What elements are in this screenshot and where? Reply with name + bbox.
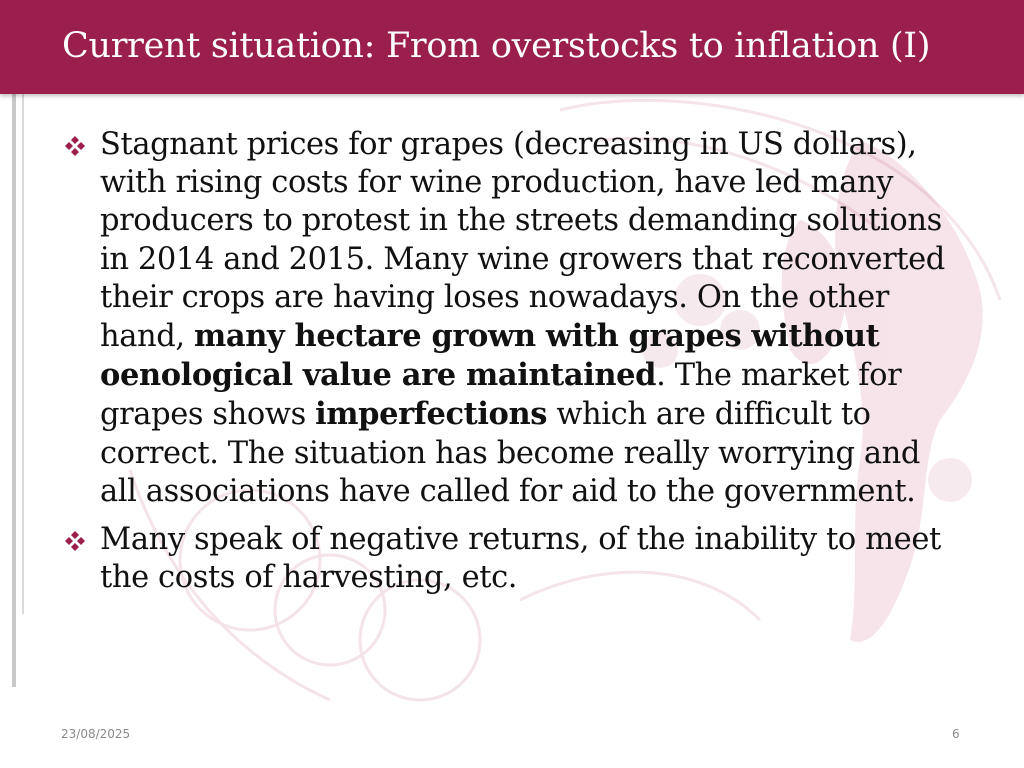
- bullet-text-segment: Stagnant prices for grapes (decreasing i…: [100, 127, 945, 355]
- bullet-text-segment: which are difficult to correct. The situ…: [100, 397, 921, 509]
- bullet-item: Many speak of negative returns, of the i…: [64, 521, 954, 597]
- left-decorative-line: [12, 42, 16, 687]
- bullet-text-bold-segment: many hectare grown with grapes without o…: [100, 318, 880, 394]
- footer-date: 23/08/2025: [61, 727, 131, 741]
- four-diamond-bullet-icon: [65, 531, 85, 552]
- bullet-text-segment: . The market for grapes shows: [100, 358, 902, 433]
- bullet-item: Stagnant prices for grapes (decreasing i…: [64, 126, 954, 511]
- bullet-text: Many speak of negative returns, of the i…: [100, 522, 941, 595]
- footer-page-number: 6: [952, 727, 960, 741]
- bullet-text: Stagnant prices for grapes (decreasing i…: [100, 127, 945, 509]
- title-bar: Current situation: From overstocks to in…: [0, 0, 1024, 94]
- four-diamond-bullet-icon: [65, 136, 85, 156]
- bullet-text-bold-segment: imperfections: [315, 396, 548, 433]
- slide-title: Current situation: From overstocks to in…: [62, 26, 931, 66]
- bullet-list: Stagnant prices for grapes (decreasing i…: [64, 126, 954, 607]
- left-decorative-line-secondary: [22, 94, 24, 614]
- bullet-text-segment: Many speak of negative returns, of the i…: [100, 522, 941, 596]
